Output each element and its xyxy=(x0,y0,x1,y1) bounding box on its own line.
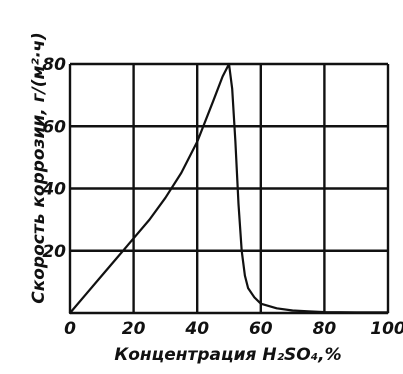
x-tick-label-60: 60 xyxy=(249,319,273,339)
y-tick-label-60: 60 xyxy=(42,117,66,137)
series-line-0 xyxy=(68,62,390,315)
series-layer xyxy=(68,62,390,315)
grid xyxy=(68,62,390,315)
x-tick-label-0: 0 xyxy=(64,319,76,339)
tick-labels: 0 20 40 60 80 100 20 40 60 80 xyxy=(41,55,403,339)
x-tick-label-20: 20 xyxy=(122,319,146,339)
y-axis-title: Скорость коррозии, г/(м²·ч) xyxy=(29,32,49,304)
y-tick-label-20: 20 xyxy=(42,242,66,262)
x-axis-title: Концентрация H₂SO₄,% xyxy=(114,345,341,365)
y-tick-label-40: 40 xyxy=(41,180,66,200)
x-tick-label-80: 80 xyxy=(313,319,337,339)
y-tick-label-80: 80 xyxy=(42,55,66,75)
x-tick-label-40: 40 xyxy=(184,319,209,339)
x-tick-label-100: 100 xyxy=(370,319,403,339)
